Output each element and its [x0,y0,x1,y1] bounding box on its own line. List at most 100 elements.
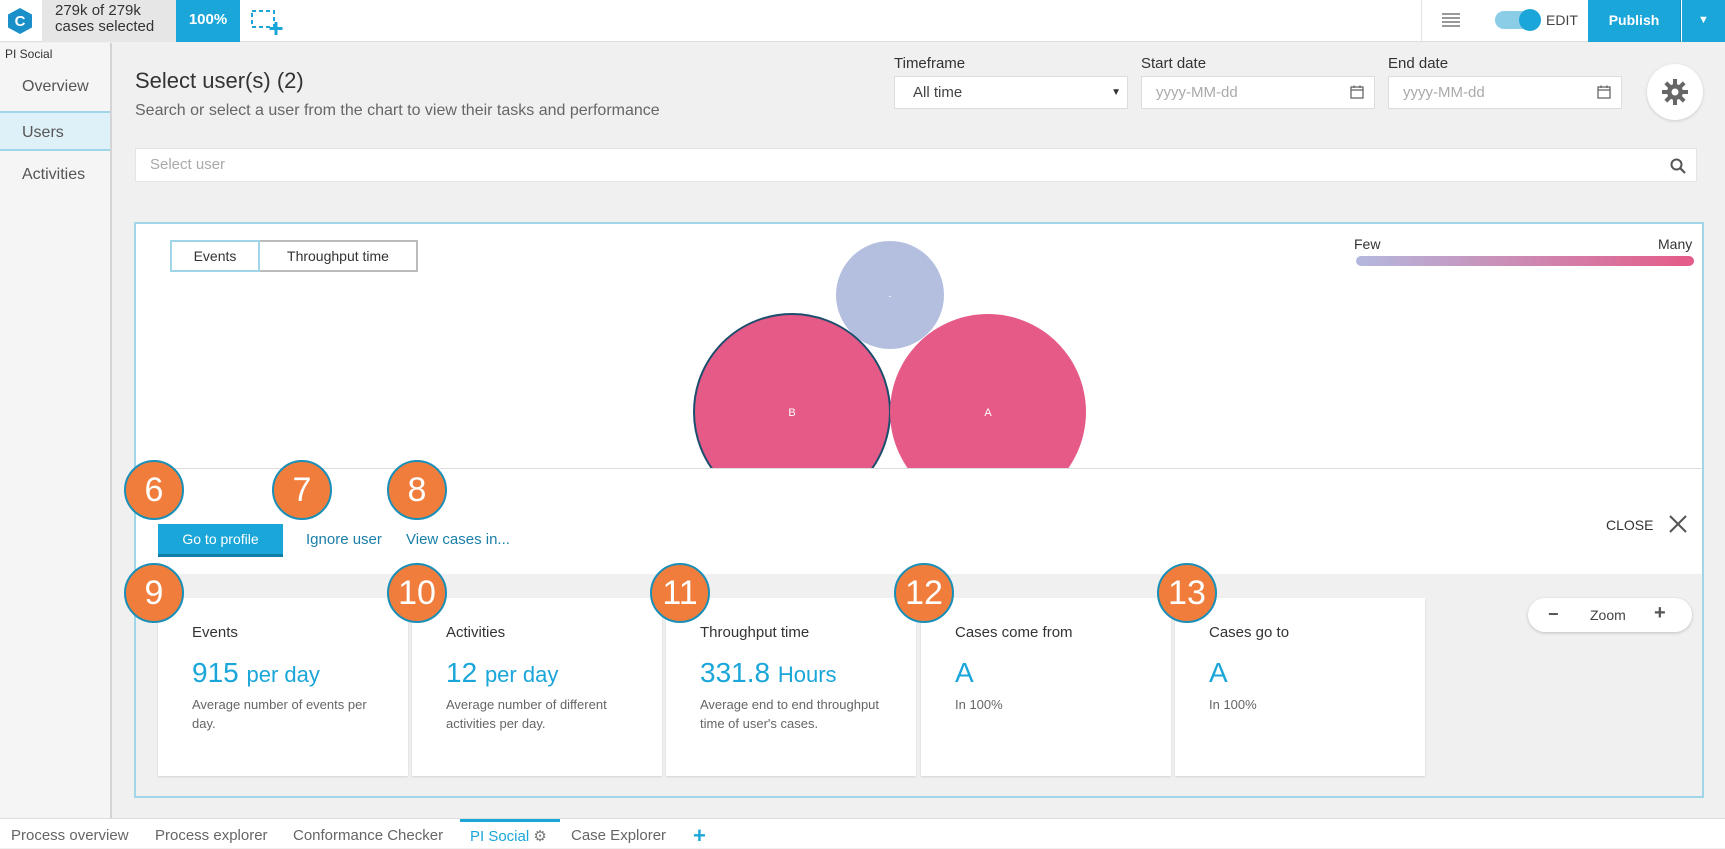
tab-events[interactable]: Events [170,240,260,272]
sidebar: PI Social Overview Users Activities [0,43,112,818]
page-subtitle: Search or select a user from the chart t… [135,102,660,119]
user-action-bar: Go to profile Ignore user View cases in.… [136,468,1702,574]
app-label: PI Social [5,47,53,61]
chevron-down-icon: ▼ [1111,87,1121,98]
page-title: Select user(s) (2) [135,68,304,93]
close-icon[interactable] [1666,512,1690,536]
toolbar-divider [1421,0,1422,42]
card-value: 12 per day [446,657,662,689]
user-bubble-chart: - B A [693,241,1086,468]
ignore-user-link[interactable]: Ignore user [306,531,382,548]
card-description: Average number of different activities p… [446,697,607,731]
card-title: Cases come from [955,624,1073,641]
timeframe-select[interactable]: All time ▼ [894,76,1128,109]
card-title: Activities [446,624,506,641]
card-value: A [1209,657,1425,689]
calendar-icon[interactable] [1350,85,1364,99]
publish-button[interactable]: Publish [1588,0,1681,42]
bubble-label: B [788,407,795,419]
card-activities: Activities 12 per day Average number of … [412,598,662,776]
value-unit: per day [484,662,559,687]
active-tab-indicator [460,819,560,822]
step-marker: 7 [272,460,332,520]
sidebar-item-overview[interactable]: Overview [22,78,89,95]
bubble-label: - [889,291,892,301]
card-value: 331.8 Hours [700,657,916,689]
timeframe-label: Timeframe [894,55,966,72]
card-title: Throughput time [700,624,810,641]
legend-few-label: Few [1354,236,1381,252]
add-tab-icon[interactable]: + [693,823,706,848]
user-chart-panel: - B A Events Throughput time Few Many Go… [134,222,1704,798]
zoom-in-button[interactable]: + [1654,602,1666,624]
go-to-profile-button[interactable]: Go to profile [158,524,283,557]
svg-text:C: C [15,13,26,30]
chart-metric-tabs: Events Throughput time [170,240,418,272]
card-events: Events 915 per day Average number of eve… [158,598,408,776]
card-throughput-time: Throughput time 331.8 Hours Average end … [666,598,916,776]
search-icon[interactable] [1670,158,1686,174]
card-value: A [955,657,1171,689]
card-value: 915 per day [192,657,408,689]
value-number: 331.8 [700,657,771,688]
search-placeholder: Select user [150,156,226,173]
cases-count: 279k of 279k [55,2,141,19]
top-bar: C 279k of 279k cases selected 100% EDIT … [0,0,1725,42]
bubble-user-a[interactable] [890,314,1086,468]
value-unit: Hours [777,662,837,687]
step-marker: 10 [387,563,447,623]
end-date-placeholder: yyyy-MM-dd [1403,84,1485,101]
sidebar-item-users[interactable]: Users [0,111,110,151]
end-date-field[interactable]: yyyy-MM-dd [1388,76,1622,109]
chevron-down-icon: ▼ [1698,14,1709,26]
tab-process-explorer[interactable]: Process explorer [155,827,268,844]
tab-case-explorer[interactable]: Case Explorer [571,827,667,844]
bubble-label: A [984,407,992,419]
start-date-field[interactable]: yyyy-MM-dd [1141,76,1375,109]
settings-button[interactable] [1647,64,1703,120]
value-number: A [955,657,974,688]
menu-icon[interactable] [1442,13,1460,27]
publish-dropdown-button[interactable]: ▼ [1682,0,1725,42]
tab-process-overview[interactable]: Process overview [11,827,129,844]
edit-mode-toggle[interactable] [1495,9,1541,31]
selection-percent-badge[interactable]: 100% [176,0,240,42]
value-number: 12 [446,657,478,688]
close-label[interactable]: CLOSE [1606,517,1654,533]
app-logo-icon[interactable]: C [6,7,34,35]
step-marker: 11 [650,563,710,623]
card-description: Average number of events per day. [192,697,367,731]
edit-label: EDIT [1546,12,1578,28]
cases-caption: cases selected [55,18,155,35]
cases-selected-info: 279k of 279k cases selected [42,0,188,42]
zoom-label: Zoom [1590,607,1626,623]
gear-icon[interactable]: ⚙ [533,828,547,845]
step-marker: 6 [124,460,184,520]
step-marker: 8 [387,460,447,520]
zoom-control: − Zoom + [1528,598,1692,632]
tab-conformance-checker[interactable]: Conformance Checker [293,827,444,844]
start-date-placeholder: yyyy-MM-dd [1156,84,1238,101]
gear-icon [1662,79,1688,105]
value-unit: per day [246,662,320,687]
card-title: Cases go to [1209,624,1290,641]
card-cases-go-to: Cases go to A In 100% [1175,598,1425,776]
add-selection-icon[interactable] [250,8,286,36]
tab-pi-social[interactable]: PI Social ⚙ [470,827,547,845]
card-cases-come-from: Cases come from A In 100% [921,598,1171,776]
zoom-out-button[interactable]: − [1548,604,1559,624]
card-title: Events [192,624,238,641]
sidebar-item-activities[interactable]: Activities [22,166,86,183]
calendar-icon[interactable] [1597,85,1611,99]
legend-many-label: Many [1658,236,1693,252]
tab-throughput-time[interactable]: Throughput time [287,248,389,264]
view-cases-link[interactable]: View cases in... [406,531,510,548]
legend-gradient [1356,256,1694,266]
card-description: In 100% [1209,697,1257,712]
start-date-label: Start date [1141,55,1207,72]
value-number: A [1209,657,1228,688]
bubble-user-unknown[interactable] [836,241,944,349]
card-description: In 100% [955,697,1003,712]
user-search-input[interactable]: Select user [135,148,1697,182]
toggle-knob [1519,9,1541,31]
